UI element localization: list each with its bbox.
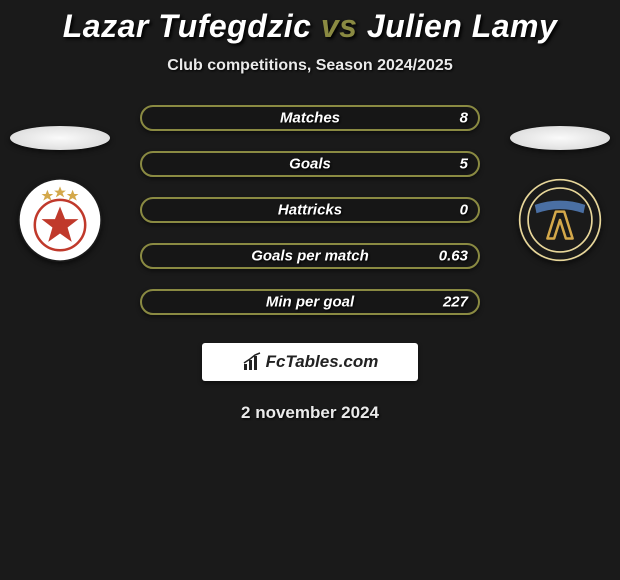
stat-right-value: 0.63 [438, 248, 468, 265]
vs-text: vs [321, 8, 358, 44]
chart-icon [242, 352, 262, 372]
stat-label: Hattricks [278, 202, 342, 219]
date-text: 2 november 2024 [0, 403, 620, 423]
brand-box[interactable]: FcTables.com [202, 343, 418, 381]
stat-label: Min per goal [266, 294, 354, 311]
stat-row: Goals per match 0.63 [140, 243, 480, 269]
stat-row: Goals 5 [140, 151, 480, 177]
stats-container: Matches 8 Goals 5 Hattricks 0 Goals per … [0, 105, 620, 423]
stat-right-value: 5 [438, 156, 468, 173]
stat-label: Goals per match [251, 248, 369, 265]
stat-rows: Matches 8 Goals 5 Hattricks 0 Goals per … [140, 105, 480, 315]
stat-right-value: 8 [438, 110, 468, 127]
stat-label: Matches [280, 110, 340, 127]
stat-right-value: 0 [438, 202, 468, 219]
subtitle: Club competitions, Season 2024/2025 [0, 57, 620, 75]
stat-right-value: 227 [438, 294, 468, 311]
brand-text: FcTables.com [266, 352, 379, 372]
player1-name: Lazar Tufegdzic [63, 8, 312, 44]
stat-label: Goals [289, 156, 331, 173]
comparison-title: Lazar Tufegdzic vs Julien Lamy [0, 0, 620, 45]
stat-row: Hattricks 0 [140, 197, 480, 223]
player2-name: Julien Lamy [367, 8, 557, 44]
stat-row: Min per goal 227 [140, 289, 480, 315]
stat-row: Matches 8 [140, 105, 480, 131]
